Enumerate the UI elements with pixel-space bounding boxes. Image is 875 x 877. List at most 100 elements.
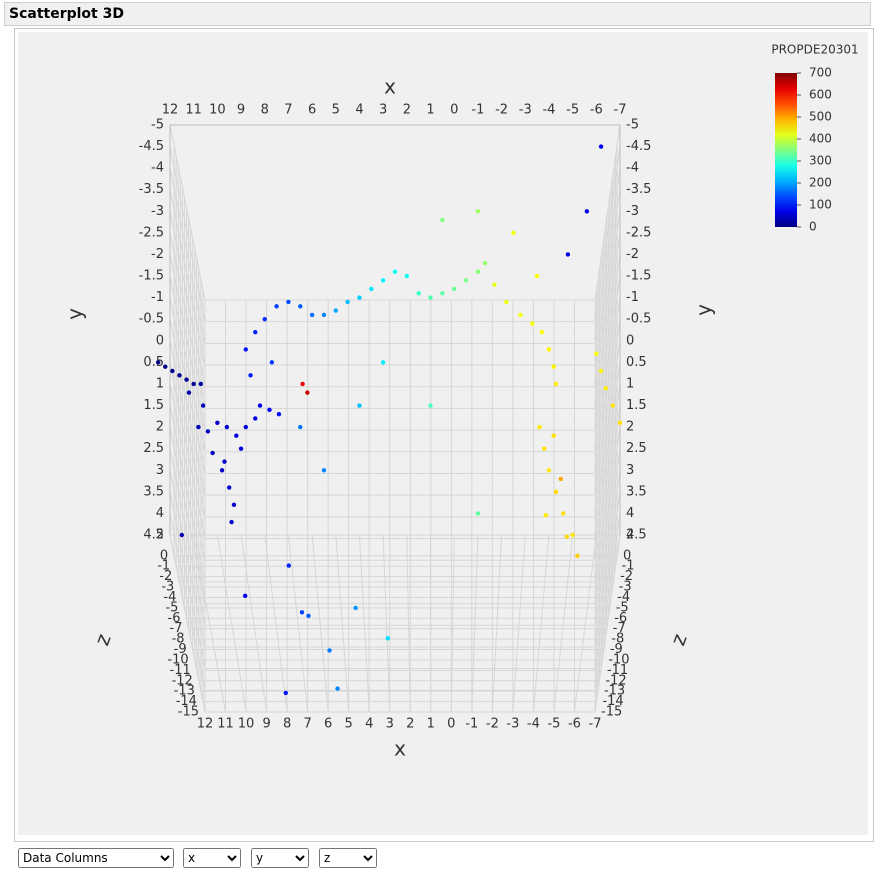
grid-line: [512, 534, 526, 713]
data-point: [267, 407, 272, 413]
x-axis-title: x: [384, 75, 396, 99]
z-tick-label: -15: [178, 705, 199, 720]
z-tick-label: -4: [617, 590, 630, 605]
grid-line: [240, 534, 268, 713]
data-point: [345, 299, 350, 305]
z-tick-label: -11: [607, 663, 628, 678]
data-point: [248, 373, 253, 378]
y-tick-label: -3: [626, 204, 639, 219]
data-point: [598, 144, 604, 149]
data-point: [276, 411, 282, 417]
y-tick-label: 0.5: [626, 355, 647, 370]
data-point: [392, 269, 398, 274]
data-point: [224, 424, 230, 430]
grid-line: [216, 534, 247, 713]
x-tick-label: 7: [284, 103, 292, 118]
z-tick-label: -3: [619, 580, 632, 595]
z-tick-label: -5: [165, 600, 178, 615]
data-point: [463, 278, 469, 283]
data-point: [428, 403, 433, 408]
data-point: [492, 282, 497, 287]
grid-line: [573, 534, 597, 713]
y-tick-label: 4.5: [143, 528, 164, 543]
data-point: [231, 502, 237, 507]
data-point: [243, 347, 248, 352]
data-point: [380, 278, 386, 283]
data-point: [229, 519, 234, 525]
data-point: [416, 291, 421, 296]
colorbar-tick-label: 100: [809, 198, 832, 212]
data-point: [558, 476, 563, 482]
x-tick-label: -4: [527, 717, 540, 732]
colorbar-tick-label: 500: [809, 110, 832, 124]
x-tick-label: 5: [345, 717, 353, 732]
x-tick-label: -1: [471, 103, 484, 118]
data-point: [274, 304, 279, 309]
grid-line: [335, 534, 350, 713]
z-tick-label: -12: [172, 673, 193, 688]
x-tick-label: 9: [237, 103, 245, 118]
z-tick-label: 0: [160, 548, 168, 563]
data-point: [210, 450, 215, 456]
data-point: [475, 511, 481, 516]
y-tick-label: -3.5: [139, 182, 164, 197]
y-tick-label: -2.5: [626, 225, 651, 240]
colorbar-title: PROPDE20301: [771, 43, 858, 57]
data-columns-select[interactable]: Data Columns: [18, 848, 174, 868]
x-tick-label: 4: [365, 717, 373, 732]
data-point: [177, 373, 182, 378]
data-point: [380, 360, 386, 365]
data-point: [570, 532, 575, 538]
colorbar-tick-label: 300: [809, 154, 832, 168]
z-tick-label: -13: [174, 684, 195, 699]
x-tick-label: -2: [486, 717, 499, 732]
y-tick-label: 1.5: [143, 398, 164, 413]
y-tick-label: 3.5: [626, 484, 647, 499]
data-point: [511, 230, 516, 236]
x-tick-label: -7: [614, 103, 627, 118]
x-tick-label: 8: [261, 103, 269, 118]
x-tick-label: -6: [590, 103, 603, 118]
data-point: [482, 260, 488, 266]
data-point: [335, 686, 340, 691]
data-point: [475, 269, 481, 274]
z-tick-label: -14: [602, 694, 623, 709]
x-tick-label: 10: [209, 103, 226, 118]
grid-line: [450, 534, 455, 713]
y-tick-label: -5: [151, 118, 164, 133]
colorbar-tick-label: 200: [809, 176, 832, 190]
data-point: [475, 209, 481, 214]
data-point: [222, 459, 227, 464]
colorbar-tick-label: 700: [809, 66, 832, 80]
x-tick-label: 6: [324, 717, 332, 732]
y-tick-label: -4: [626, 161, 639, 176]
x-tick-label: 2: [403, 103, 411, 118]
y-tick-label: -1.5: [139, 269, 164, 284]
data-point: [283, 690, 288, 696]
y-tick-label: 0.5: [143, 355, 164, 370]
data-point: [269, 360, 275, 365]
x-select[interactable]: x: [183, 848, 241, 868]
data-point: [404, 273, 410, 279]
data-point: [298, 304, 303, 309]
data-point: [238, 446, 244, 451]
colorbar-tick-label: 400: [809, 132, 832, 146]
x-tick-label: 1: [427, 717, 435, 732]
y-tick-label: 1: [156, 376, 164, 391]
data-point: [428, 295, 433, 300]
x-axis-title: x: [394, 737, 406, 761]
data-point: [242, 593, 248, 599]
y-tick-label: -5: [626, 118, 639, 133]
x-tick-label: -5: [566, 103, 579, 118]
z-tick-label: -2: [159, 569, 172, 584]
chart: 12121111101099887766554433221100-1-1-2-2…: [18, 32, 868, 835]
y-tick-label: 1.5: [626, 398, 647, 413]
z-tick-label: -13: [604, 684, 625, 699]
z-tick-label: -1: [622, 559, 635, 574]
data-point: [542, 446, 547, 451]
data-point: [186, 390, 192, 395]
y-select[interactable]: y: [251, 848, 309, 868]
colorbar-tick-label: 600: [809, 88, 832, 102]
z-select[interactable]: z: [319, 848, 377, 868]
